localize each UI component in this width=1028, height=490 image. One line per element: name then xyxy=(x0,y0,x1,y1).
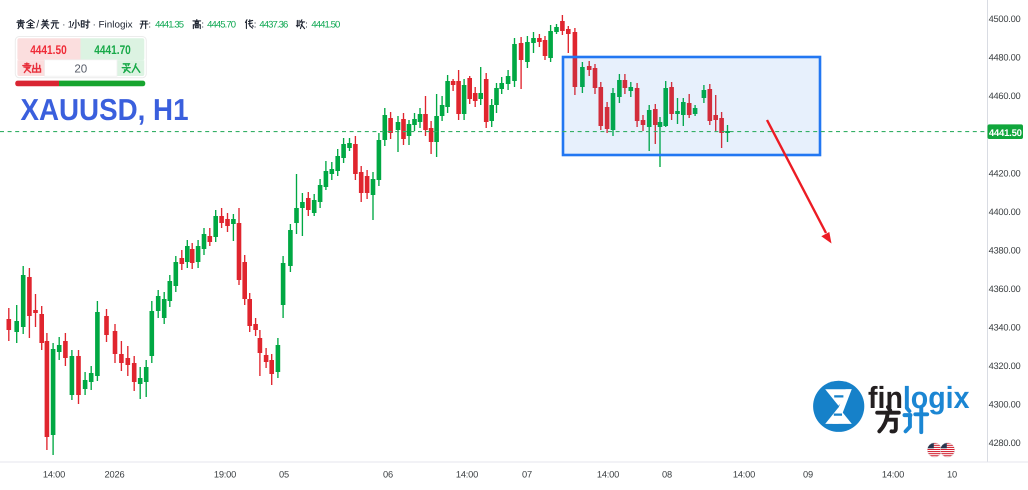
svg-text:4441.70: 4441.70 xyxy=(94,43,131,57)
svg-text:07: 07 xyxy=(522,470,532,480)
svg-text::: : xyxy=(201,19,204,30)
svg-text:1: 1 xyxy=(68,19,73,30)
svg-text:4480.00: 4480.00 xyxy=(989,53,1021,63)
svg-text:·: · xyxy=(62,19,65,30)
svg-text:·: · xyxy=(93,19,96,30)
svg-text:4380.00: 4380.00 xyxy=(989,245,1021,255)
svg-text:4441.50: 4441.50 xyxy=(30,43,67,57)
svg-text:4400.00: 4400.00 xyxy=(989,207,1021,217)
svg-text::: : xyxy=(254,19,257,30)
svg-text:4441.50: 4441.50 xyxy=(989,128,1022,139)
svg-text:4320.00: 4320.00 xyxy=(989,361,1021,371)
svg-text:14:00: 14:00 xyxy=(597,470,619,480)
svg-text:4445.70: 4445.70 xyxy=(207,19,236,30)
svg-text:2026: 2026 xyxy=(105,470,125,480)
svg-text:05: 05 xyxy=(279,470,289,480)
svg-text:finlogix: finlogix xyxy=(868,381,970,415)
svg-text:08: 08 xyxy=(662,470,672,480)
svg-text:4441.50: 4441.50 xyxy=(311,19,340,30)
svg-text:4460.00: 4460.00 xyxy=(989,91,1021,101)
svg-text:4500.00: 4500.00 xyxy=(989,14,1021,24)
svg-text::: : xyxy=(148,19,151,30)
svg-text:4441.35: 4441.35 xyxy=(155,19,184,30)
svg-text:10: 10 xyxy=(947,470,957,480)
svg-text:4340.00: 4340.00 xyxy=(989,323,1021,333)
svg-text:20: 20 xyxy=(74,62,87,75)
svg-text:14:00: 14:00 xyxy=(733,470,755,480)
svg-text:06: 06 xyxy=(383,470,393,480)
svg-text:4437.36: 4437.36 xyxy=(259,19,288,30)
svg-text:19:00: 19:00 xyxy=(214,470,236,480)
svg-text:14:00: 14:00 xyxy=(43,470,65,480)
svg-text:14:00: 14:00 xyxy=(882,470,904,480)
svg-text:4280.00: 4280.00 xyxy=(989,438,1021,448)
svg-text::: : xyxy=(305,19,308,30)
svg-text:Finlogix: Finlogix xyxy=(99,19,133,30)
svg-text:09: 09 xyxy=(803,470,813,480)
svg-text:4420.00: 4420.00 xyxy=(989,168,1021,178)
svg-text:4300.00: 4300.00 xyxy=(989,400,1021,410)
svg-text:4360.00: 4360.00 xyxy=(989,284,1021,294)
svg-text:/: / xyxy=(36,18,39,30)
svg-text:XAUUSD, H1: XAUUSD, H1 xyxy=(21,93,189,127)
svg-text:14:00: 14:00 xyxy=(456,470,478,480)
